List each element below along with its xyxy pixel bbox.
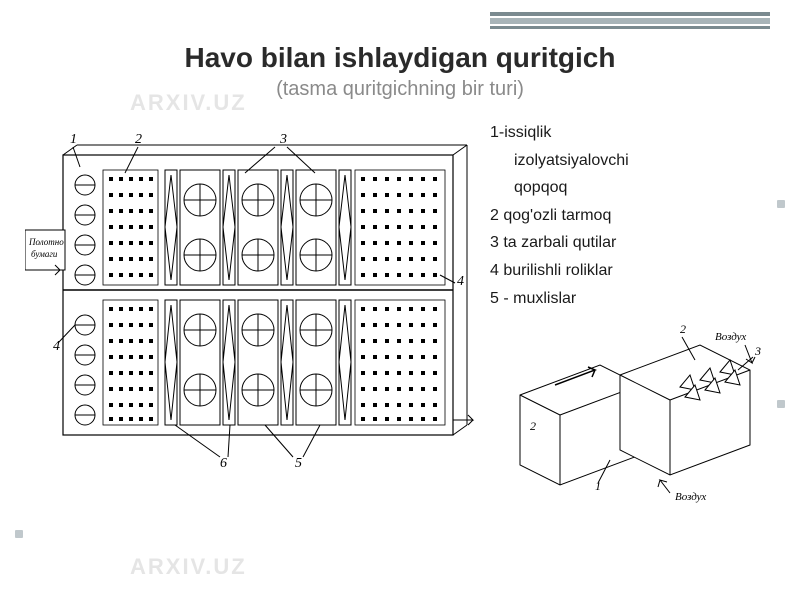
page-title: Havo bilan ishlaydigan quritgich	[0, 42, 800, 74]
title-block: Havo bilan ishlaydigan quritgich (tasma …	[0, 42, 800, 101]
legend-item: izolyatsiyalovchi	[490, 148, 780, 174]
svg-text:Воздух: Воздух	[715, 331, 746, 343]
svg-text:4: 4	[53, 339, 60, 354]
svg-text:4: 4	[457, 274, 464, 289]
legend: 1-issiqlik izolyatsiyalovchi qopqoq 2 qo…	[490, 120, 780, 313]
legend-item: 4 burilishli roliklar	[490, 258, 780, 284]
svg-text:3: 3	[754, 344, 761, 358]
legend-item: 5 - muxlislar	[490, 286, 780, 312]
svg-text:Полотно: Полотно	[28, 237, 64, 247]
svg-text:1: 1	[595, 479, 601, 493]
legend-item: 3 ta zarbali qutilar	[490, 230, 780, 256]
legend-item: qopqoq	[490, 175, 780, 201]
svg-text:3: 3	[279, 132, 287, 147]
svg-text:1: 1	[70, 132, 77, 147]
main-diagram: Полотно бумаги	[25, 125, 475, 475]
watermark: ARXIV.UZ	[130, 554, 247, 580]
svg-text:бумаги: бумаги	[31, 249, 58, 259]
svg-text:6: 6	[220, 456, 227, 471]
svg-text:Воздух: Воздух	[675, 491, 706, 503]
side-dot	[15, 530, 23, 538]
svg-text:2: 2	[135, 132, 142, 147]
svg-text:2: 2	[530, 419, 536, 433]
side-dot	[777, 400, 785, 408]
svg-text:2: 2	[680, 322, 686, 336]
page-subtitle: (tasma quritgichning bir turi)	[0, 78, 800, 101]
legend-item: 2 qog'ozli tarmoq	[490, 203, 780, 229]
small-diagram: 2 3 2 1 Воздух Воздух	[500, 315, 770, 505]
decorative-top-bar	[490, 12, 770, 29]
svg-text:5: 5	[295, 456, 302, 471]
legend-item: 1-issiqlik	[490, 120, 780, 146]
